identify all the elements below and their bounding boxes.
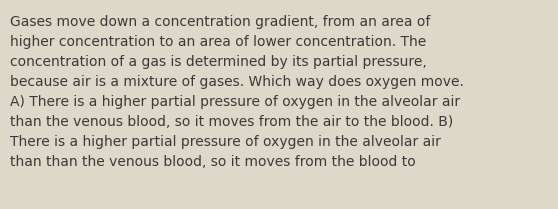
Text: Gases move down a concentration gradient, from an area of
higher concentration t: Gases move down a concentration gradient… [10,15,464,169]
